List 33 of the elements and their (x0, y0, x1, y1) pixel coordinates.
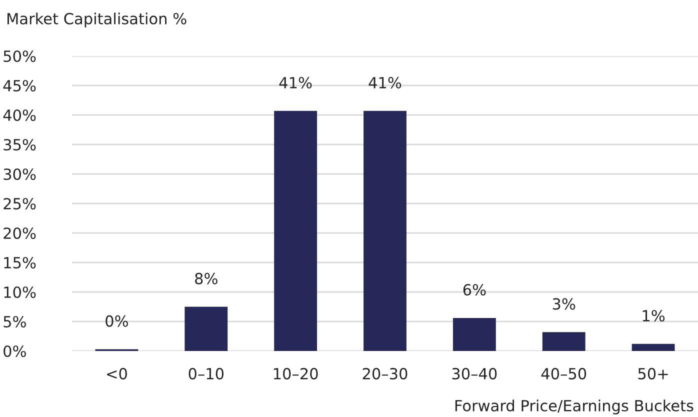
y-tick-label: 0% (4, 345, 26, 358)
data-label: 1% (642, 310, 665, 322)
y-tick-label: 10% (4, 286, 36, 298)
data-label: 41% (368, 76, 402, 88)
data-label: 41% (279, 76, 312, 88)
bar (452, 318, 496, 351)
bar (632, 344, 675, 351)
bar (364, 110, 406, 351)
x-tick-label: <0 (107, 368, 127, 380)
data-label: 3% (552, 298, 576, 310)
x-tick-label: 40–50 (541, 368, 586, 380)
bar (542, 332, 586, 351)
x-tick-label: 10–20 (274, 368, 318, 380)
bar (184, 306, 228, 351)
bar (274, 110, 318, 351)
x-tick-label: 20–30 (362, 368, 408, 380)
y-axis-title: Market Capitalisation % (8, 12, 186, 28)
y-tick-label: 35% (4, 138, 36, 151)
data-label: 0% (106, 315, 128, 327)
y-tick-label: 30% (4, 168, 36, 180)
y-tick-label: 15% (4, 256, 36, 269)
y-tick-label: 40% (3, 109, 36, 122)
y-tick-label: 45% (3, 80, 36, 92)
y-tick-label: 20% (4, 227, 36, 240)
x-tick-label: 30–40 (452, 368, 497, 380)
x-tick-label: 0–10 (188, 368, 224, 380)
x-axis-title: Forward Price/Earnings Buckets (455, 400, 694, 414)
data-label: 6% (463, 284, 486, 296)
x-tick-label: 50+ (638, 368, 668, 380)
y-tick-label: 50% (4, 50, 36, 62)
data-label: 8% (195, 272, 218, 284)
y-tick-label: 5% (4, 316, 26, 328)
y-tick-label: 25% (4, 198, 36, 210)
